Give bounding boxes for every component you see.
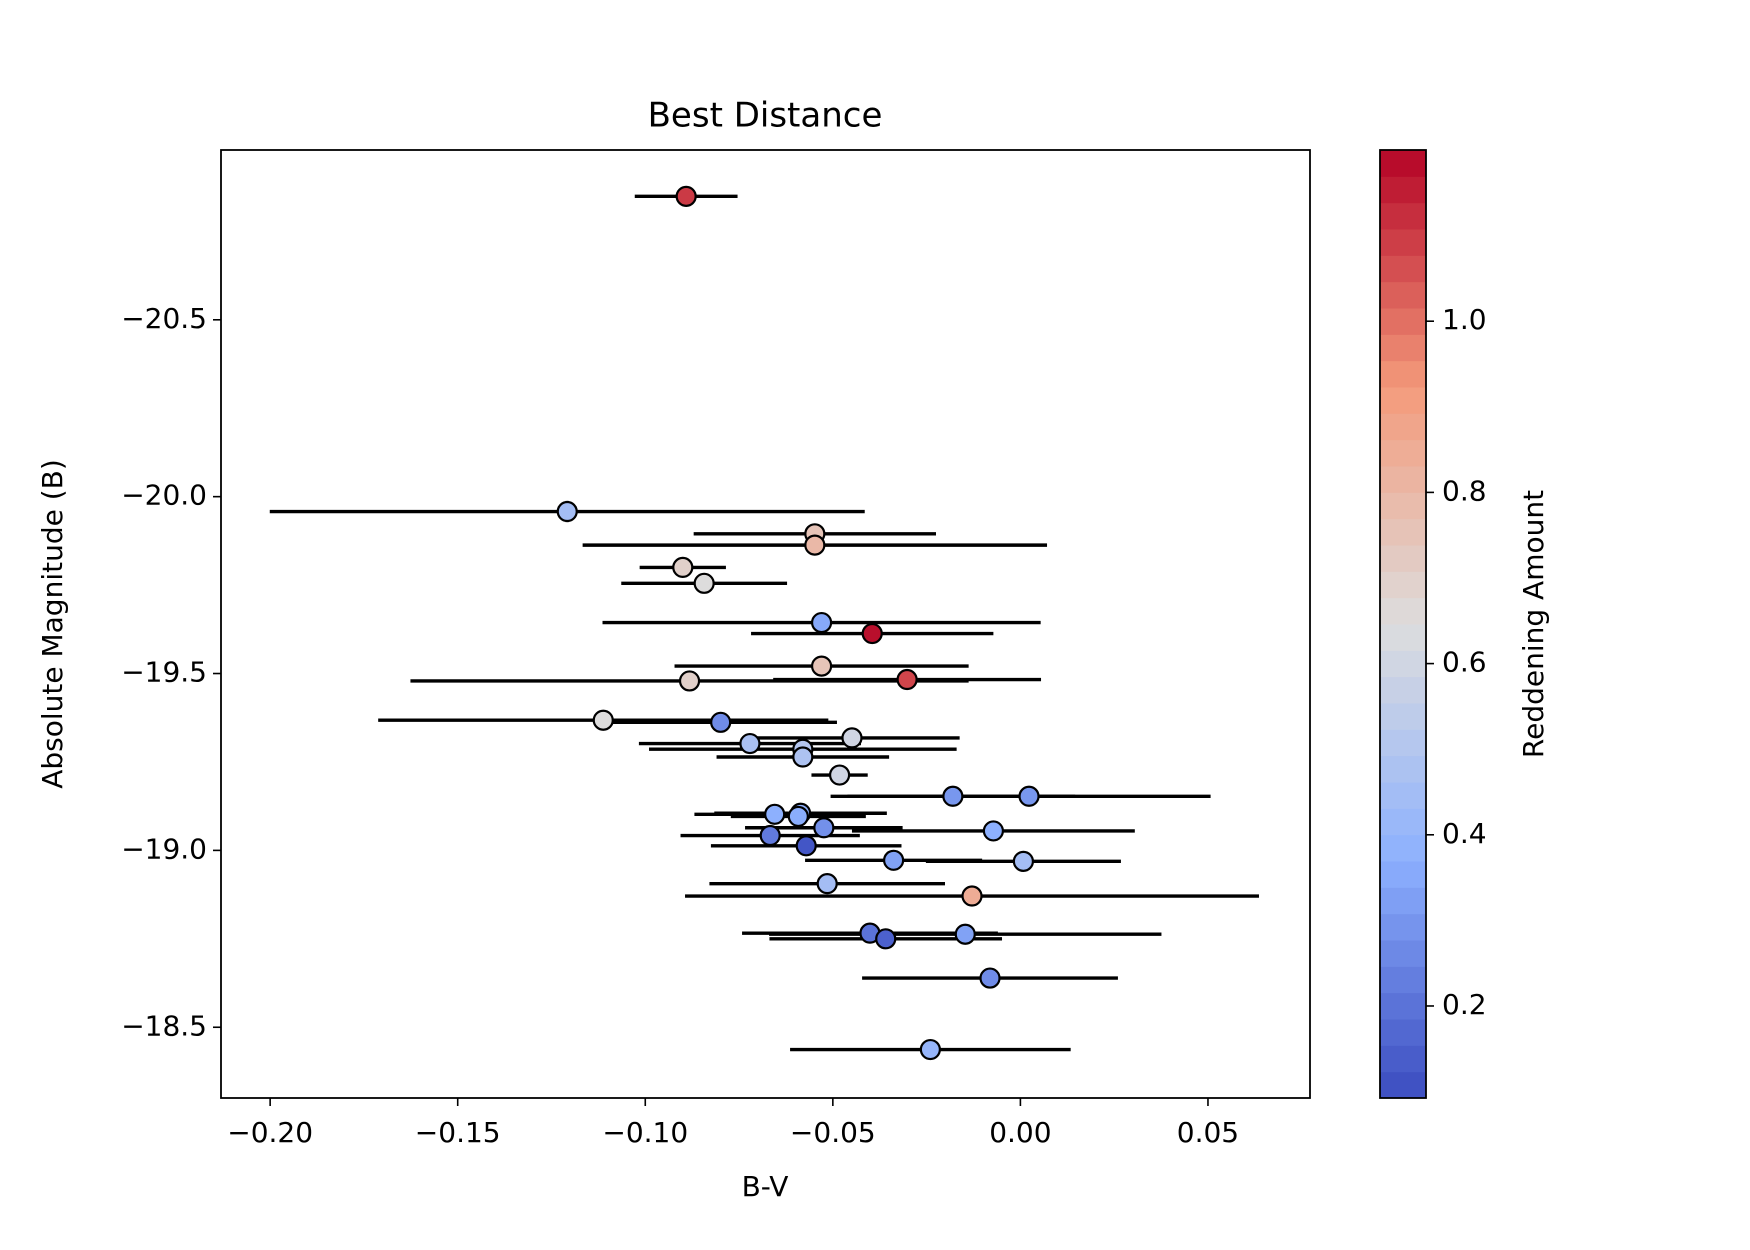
point xyxy=(759,824,781,847)
colorbar-band xyxy=(1380,861,1426,888)
point xyxy=(919,1038,941,1061)
colorbar-band xyxy=(1380,992,1426,1020)
point xyxy=(841,727,863,749)
colorbar-band xyxy=(1380,229,1426,256)
colorbar-band xyxy=(1380,571,1426,599)
y-tick-label: −19.5 xyxy=(121,656,207,689)
point xyxy=(954,923,976,945)
point xyxy=(942,785,964,807)
colorbar-band xyxy=(1380,334,1426,362)
colorbar-band xyxy=(1380,492,1426,520)
y-tick-label: −20.5 xyxy=(121,302,207,335)
point xyxy=(804,534,826,556)
colorbar-band xyxy=(1380,518,1426,546)
point xyxy=(875,928,897,950)
point xyxy=(556,500,578,523)
colorbar-band xyxy=(1380,413,1426,441)
x-tick-label: −0.10 xyxy=(602,1116,688,1149)
colorbar-band xyxy=(1380,308,1426,335)
x-axis-label: B-V xyxy=(742,1170,789,1203)
y-axis-label: Absolute Magnitude (B) xyxy=(36,459,69,789)
colorbar-band xyxy=(1380,703,1426,730)
point xyxy=(810,655,833,677)
colorbar-band xyxy=(1380,650,1426,678)
colorbar-band xyxy=(1380,624,1426,651)
colorbar-band xyxy=(1380,782,1426,809)
chart-title: Best Distance xyxy=(648,96,883,136)
colorbar-band xyxy=(1380,439,1426,467)
colorbar-band xyxy=(1380,808,1426,836)
point xyxy=(883,849,905,871)
y-tick-label: −20.0 xyxy=(121,479,207,512)
point xyxy=(787,805,809,828)
plot-frame xyxy=(220,149,1311,1099)
point xyxy=(672,556,694,579)
colorbar-tick-label: 0.8 xyxy=(1442,474,1487,507)
point xyxy=(675,185,697,207)
point xyxy=(979,967,1001,989)
colorbar-band xyxy=(1380,887,1426,915)
x-tick-label: −0.05 xyxy=(790,1116,876,1149)
point xyxy=(710,711,732,733)
colorbar-band xyxy=(1380,545,1426,572)
point xyxy=(982,820,1004,842)
point xyxy=(739,732,761,755)
point xyxy=(693,572,715,594)
colorbar-band xyxy=(1380,150,1426,177)
colorbar-band xyxy=(1380,834,1426,862)
point xyxy=(1012,850,1035,872)
point xyxy=(816,873,838,895)
point xyxy=(1018,785,1040,807)
colorbar-band xyxy=(1380,913,1426,941)
colorbar-band xyxy=(1380,281,1426,309)
colorbar-band xyxy=(1380,387,1426,414)
colorbar-band xyxy=(1380,202,1426,230)
colorbar-band xyxy=(1380,176,1426,204)
colorbar-band xyxy=(1380,1071,1426,1099)
point xyxy=(861,622,883,645)
colorbar-tick-label: 1.0 xyxy=(1442,303,1487,336)
colorbar-tick-label: 0.6 xyxy=(1442,646,1487,679)
colorbar-band xyxy=(1380,466,1426,493)
colorbar-band xyxy=(1380,597,1426,625)
point xyxy=(792,746,814,768)
point xyxy=(810,611,833,634)
colorbar-label: Reddening Amount xyxy=(1517,490,1550,758)
point xyxy=(828,764,851,786)
point xyxy=(678,670,701,692)
colorbar-band xyxy=(1380,1019,1426,1046)
colorbar-band xyxy=(1380,1045,1426,1073)
point xyxy=(961,885,983,907)
point xyxy=(813,817,835,839)
x-tick-label: 0.05 xyxy=(1177,1116,1239,1149)
x-tick-label: −0.20 xyxy=(227,1116,313,1149)
colorbar-band xyxy=(1380,255,1426,283)
x-tick-label: 0.00 xyxy=(989,1116,1051,1149)
x-tick-label: −0.15 xyxy=(415,1116,501,1149)
point xyxy=(795,835,817,857)
point xyxy=(592,709,614,731)
colorbar-band xyxy=(1380,940,1426,967)
colorbar-band xyxy=(1380,360,1426,388)
colorbar-frame xyxy=(1379,149,1427,1099)
colorbar-band xyxy=(1380,729,1426,757)
colorbar-tick-label: 0.2 xyxy=(1442,988,1487,1021)
colorbar-band xyxy=(1380,676,1426,704)
point xyxy=(896,668,918,691)
y-tick-label: −18.5 xyxy=(121,1009,207,1042)
point xyxy=(764,803,786,825)
y-tick-label: −19.0 xyxy=(121,832,207,865)
colorbar-band xyxy=(1380,755,1426,783)
colorbar-band xyxy=(1380,966,1426,994)
colorbar-tick-label: 0.4 xyxy=(1442,817,1487,850)
